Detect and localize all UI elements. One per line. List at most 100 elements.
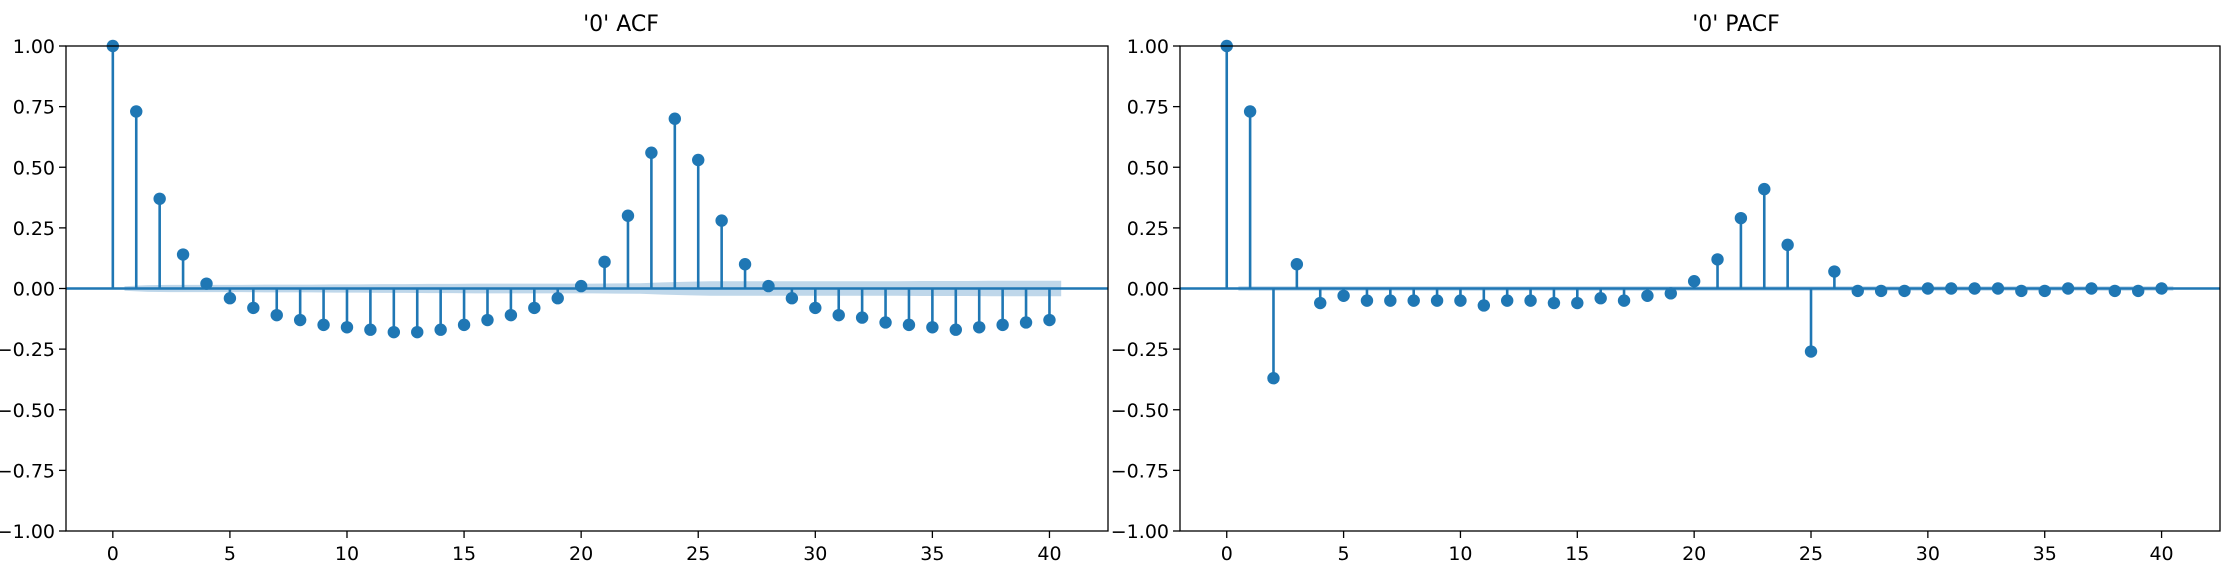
pacf-marker	[1314, 296, 1327, 310]
pacf-marker	[2015, 284, 2028, 298]
acf-marker	[434, 323, 447, 336]
pacf-marker	[1874, 284, 1888, 298]
pacf-marker	[1360, 294, 1374, 307]
acf-ytick-label: −0.50	[0, 400, 55, 422]
acf-title: '0' ACF	[583, 12, 659, 37]
acf-marker	[855, 311, 869, 324]
pacf-panel: '0' PACF −1.00 −0.75 −0.50 −0.25 0.00 0.25 0.5…	[1111, 12, 2221, 565]
acf-xtick-label: 25	[686, 543, 710, 565]
pacf-marker	[2108, 284, 2122, 298]
pacf-marker	[1828, 265, 1841, 278]
pacf-marker	[1804, 345, 1818, 358]
acf-panel: '0' ACF −1.00 −0.75 −0.50 −0.25 0.00 0.25 0.50…	[0, 12, 1109, 565]
acf-marker	[832, 308, 845, 322]
acf-marker	[785, 292, 799, 305]
acf-marker	[411, 325, 424, 339]
pacf-marker	[2085, 282, 2098, 295]
pacf-xtick-label: 10	[1448, 543, 1472, 565]
acf-xtick-label: 5	[224, 543, 236, 565]
pacf-marker	[2038, 284, 2051, 298]
pacf-marker	[1687, 275, 1701, 288]
pacf-marker	[1758, 182, 1771, 196]
acf-marker	[762, 279, 775, 293]
pacf-ytick-label: 0.50	[1127, 157, 1169, 179]
pacf-xtick-label: 30	[1916, 543, 1940, 565]
pacf-marker	[1641, 289, 1654, 302]
pacf-marker	[2155, 282, 2168, 295]
acf-marker	[809, 301, 822, 315]
pacf-title: '0' PACF	[1692, 12, 1780, 37]
acf-marker	[738, 258, 752, 271]
pacf-marker	[1547, 296, 1561, 310]
pacf-xtick-label: 35	[2033, 543, 2057, 565]
pacf-marker	[1734, 211, 1748, 225]
acf-marker	[926, 321, 939, 334]
acf-marker	[270, 308, 283, 322]
acf-marker	[949, 323, 962, 336]
acf-xtick-label: 15	[452, 543, 476, 565]
acf-ytick-label: −1.00	[0, 521, 55, 543]
acf-xtick-label: 0	[107, 543, 119, 565]
pacf-ytick-label: 1.00	[1127, 36, 1169, 58]
pacf-xtick-label: 15	[1565, 543, 1589, 565]
acf-ytick-label: 0.50	[13, 157, 55, 179]
pacf-marker	[1337, 289, 1350, 302]
pacf-marker	[1384, 294, 1397, 307]
pacf-marker	[2061, 282, 2075, 295]
pacf-marker	[1430, 294, 1444, 307]
acf-xtick-label: 35	[920, 543, 944, 565]
pacf-ytick-label: −0.50	[1111, 400, 1169, 422]
pacf-xtick-label: 20	[1682, 543, 1706, 565]
pacf-marker	[1968, 282, 1981, 295]
acf-xtick-label: 20	[569, 543, 593, 565]
acf-marker	[1043, 313, 1056, 327]
acf-marker	[528, 301, 541, 315]
acf-xtick-label: 30	[803, 543, 827, 565]
acf-marker	[457, 318, 471, 332]
acf-xtick-label: 40	[1037, 543, 1061, 565]
acf-marker	[364, 323, 377, 336]
pacf-ytick-label: 0.00	[1127, 279, 1169, 301]
pacf-ytick-label: 0.75	[1127, 97, 1169, 119]
pacf-marker	[1711, 253, 1724, 266]
pacf-xtick-label: 5	[1338, 543, 1350, 565]
acf-marker	[340, 321, 354, 334]
pacf-marker	[1945, 282, 1958, 295]
pacf-ytick-label: 0.25	[1127, 218, 1169, 240]
pacf-marker	[2132, 284, 2145, 298]
acf-marker	[879, 316, 892, 329]
acf-marker	[574, 279, 588, 293]
pacf-marker	[1267, 372, 1280, 385]
acf-marker	[176, 248, 190, 261]
pacf-marker	[1243, 105, 1257, 118]
acf-marker	[153, 192, 166, 205]
pacf-marker	[1617, 294, 1631, 307]
pacf-ytick-label: −0.25	[1111, 339, 1169, 361]
pacf-marker	[1500, 294, 1514, 307]
acf-marker	[973, 321, 986, 334]
acf-marker	[551, 292, 564, 305]
acf-marker	[996, 318, 1009, 332]
acf-marker	[317, 318, 330, 332]
acf-marker	[621, 209, 635, 222]
pacf-marker	[1664, 287, 1677, 300]
pacf-xtick-label: 25	[1799, 543, 1823, 565]
acf-marker	[902, 318, 916, 332]
acf-marker	[504, 308, 518, 322]
pacf-marker	[1477, 299, 1491, 312]
pacf-marker	[1991, 282, 2005, 295]
acf-marker	[1019, 316, 1033, 329]
acf-ytick-label: 0.75	[13, 97, 55, 119]
acf-marker	[715, 214, 728, 227]
acf-marker	[200, 277, 213, 290]
acf-ytick-label: 1.00	[13, 36, 55, 58]
acf-marker	[293, 313, 307, 327]
acf-marker	[387, 325, 401, 339]
pacf-marker	[1290, 258, 1304, 271]
pacf-marker	[1594, 292, 1607, 305]
acf-marker	[481, 313, 494, 327]
acf-marker	[668, 112, 682, 125]
acf-ytick-label: 0.00	[13, 279, 55, 301]
pacf-marker	[1921, 282, 1935, 295]
